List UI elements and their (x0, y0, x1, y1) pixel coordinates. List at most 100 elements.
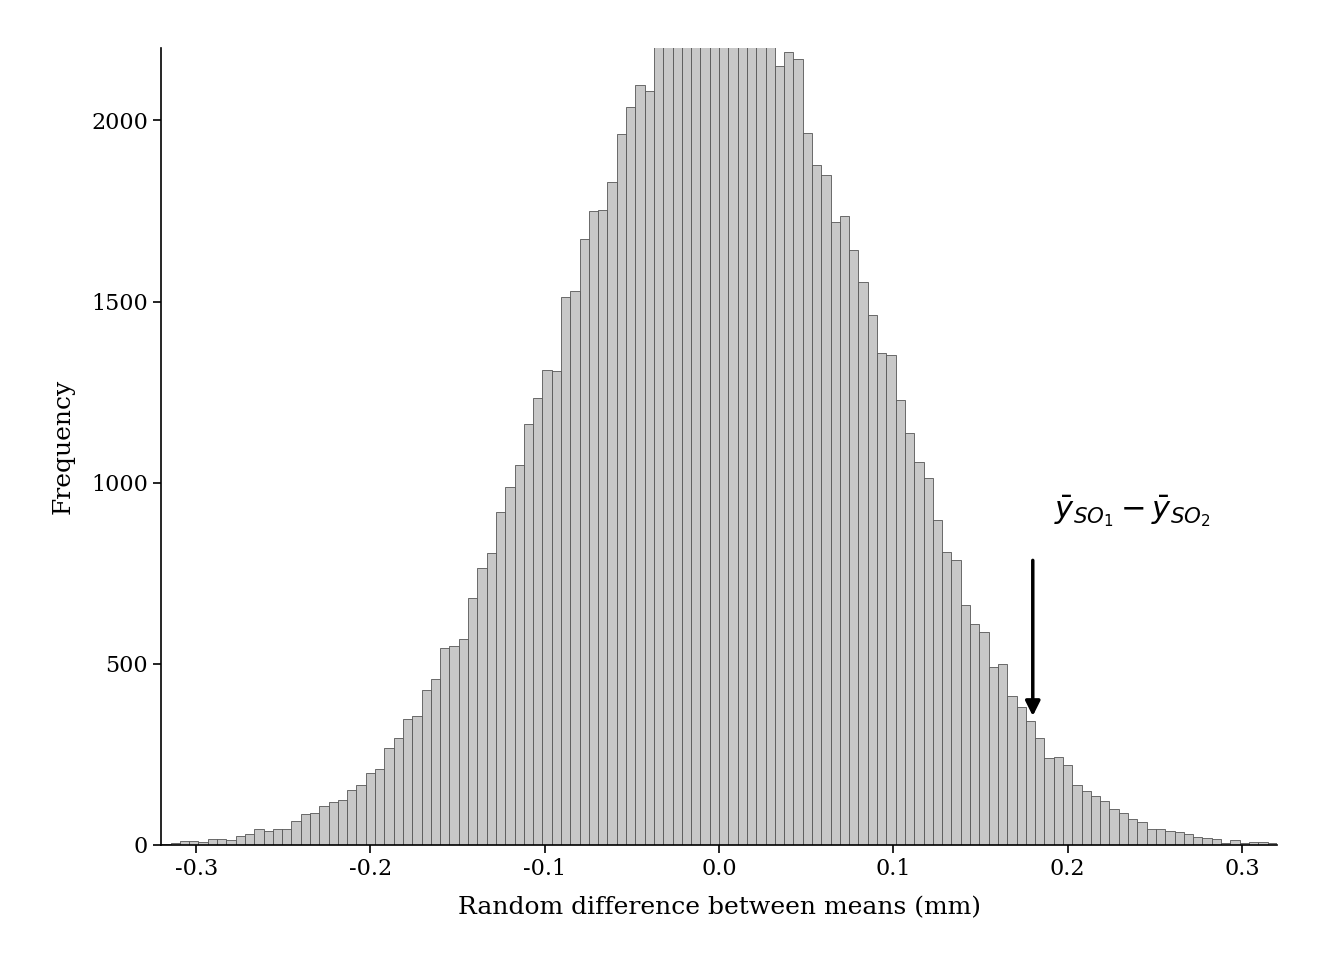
Bar (1137, 822, 1146, 845)
Bar (1063, 765, 1073, 845)
Bar (543, 370, 551, 845)
Bar (645, 91, 655, 845)
Bar (774, 65, 784, 845)
Bar (570, 292, 579, 845)
Bar (328, 803, 337, 845)
Bar (320, 805, 328, 845)
Bar (524, 424, 534, 845)
Bar (254, 828, 263, 845)
Bar (1203, 838, 1212, 845)
Bar (868, 315, 878, 845)
Bar (1175, 832, 1184, 845)
Bar (560, 297, 570, 845)
Bar (468, 598, 477, 845)
Bar (655, 23, 663, 845)
Bar (441, 649, 449, 845)
Bar (375, 769, 384, 845)
Bar (1267, 843, 1277, 845)
Bar (413, 716, 422, 845)
Bar (235, 836, 245, 845)
Bar (1054, 757, 1063, 845)
Bar (617, 133, 626, 845)
Bar (505, 488, 515, 845)
Bar (1212, 839, 1222, 845)
Bar (849, 250, 859, 845)
Bar (1249, 842, 1258, 845)
Bar (487, 553, 496, 845)
Bar (1184, 834, 1193, 845)
Bar (719, 0, 728, 845)
Bar (1156, 828, 1165, 845)
Bar (636, 84, 645, 845)
Bar (422, 690, 431, 845)
Bar (208, 839, 216, 845)
Bar (626, 107, 636, 845)
Bar (1109, 809, 1118, 845)
Bar (1165, 830, 1175, 845)
Bar (534, 397, 543, 845)
Bar (970, 624, 980, 845)
Bar (895, 399, 905, 845)
Bar (1118, 813, 1128, 845)
Bar (589, 211, 598, 845)
Bar (738, 0, 747, 845)
Bar (914, 463, 923, 845)
Bar (784, 52, 793, 845)
Bar (757, 10, 766, 845)
Bar (997, 663, 1007, 845)
Bar (691, 0, 700, 845)
Bar (942, 552, 952, 845)
Bar (905, 433, 914, 845)
Bar (273, 828, 282, 845)
Bar (1128, 819, 1137, 845)
Bar (961, 605, 970, 845)
Bar (1016, 707, 1025, 845)
Bar (356, 784, 366, 845)
Bar (394, 738, 403, 845)
Bar (431, 679, 439, 845)
Bar (1044, 757, 1054, 845)
Bar (1146, 828, 1156, 845)
Bar (403, 719, 413, 845)
Bar (700, 0, 710, 845)
Bar (1091, 796, 1101, 845)
Bar (226, 840, 235, 845)
Bar (216, 839, 226, 845)
Bar (980, 633, 989, 845)
Bar (710, 10, 719, 845)
Bar (551, 372, 560, 845)
Bar (337, 801, 347, 845)
Bar (821, 175, 831, 845)
Bar (812, 165, 821, 845)
Bar (515, 466, 524, 845)
Bar (180, 841, 190, 845)
Bar (1025, 721, 1035, 845)
Bar (301, 814, 310, 845)
Bar (672, 41, 681, 845)
Bar (282, 829, 292, 845)
Bar (1193, 837, 1203, 845)
Bar (681, 12, 691, 845)
Bar (1101, 801, 1109, 845)
Bar (607, 182, 617, 845)
Bar (886, 355, 895, 845)
Bar (1220, 843, 1230, 845)
Bar (793, 60, 802, 845)
Bar (933, 519, 942, 845)
Bar (458, 638, 468, 845)
Bar (496, 512, 505, 845)
Bar (598, 209, 607, 845)
Bar (245, 834, 254, 845)
Bar (859, 282, 868, 845)
Bar (1230, 840, 1239, 845)
Bar (831, 222, 840, 845)
Bar (292, 821, 301, 845)
Bar (840, 216, 849, 845)
X-axis label: Random difference between means (mm): Random difference between means (mm) (457, 897, 981, 920)
Bar (1035, 738, 1044, 845)
Bar (747, 4, 757, 845)
Bar (663, 45, 672, 845)
Bar (952, 561, 961, 845)
Bar (1239, 843, 1249, 845)
Bar (579, 238, 589, 845)
